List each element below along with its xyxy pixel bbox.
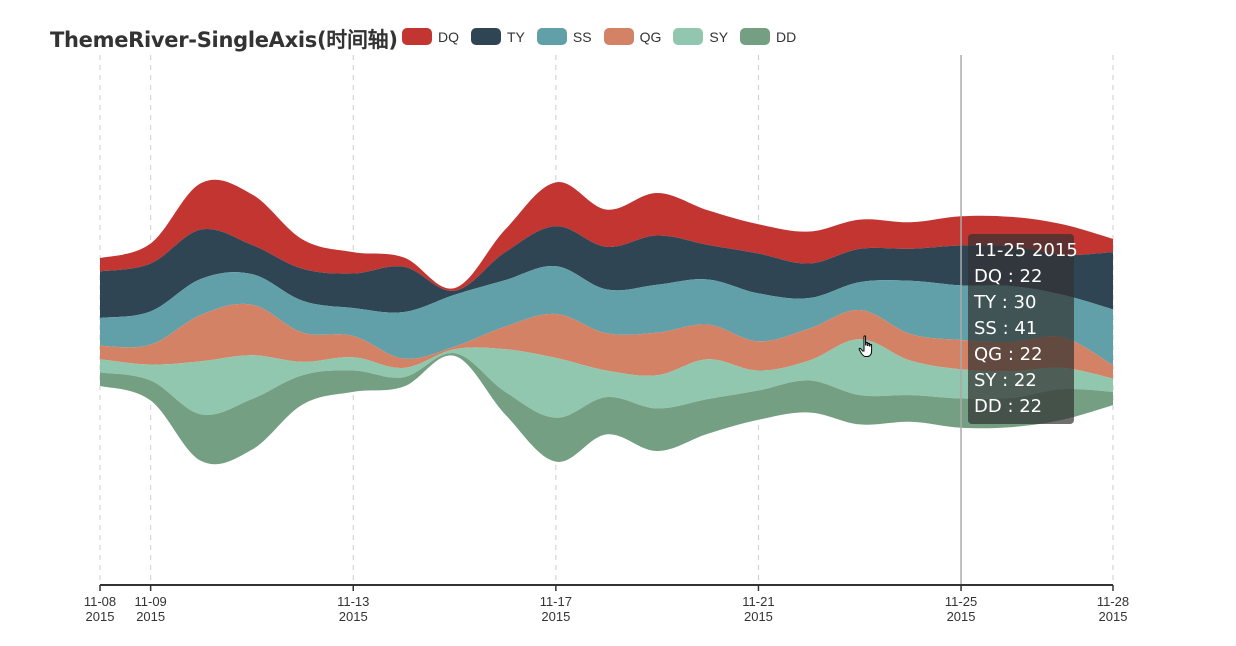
legend-item-sy[interactable]: SY xyxy=(673,28,728,45)
x-tick-label-11-28: 11-28 xyxy=(1097,594,1129,609)
x-tick-year-11-17: 2015 xyxy=(541,609,570,624)
legend-swatch xyxy=(673,28,704,45)
legend-label: SY xyxy=(709,28,729,45)
legend: DQ TY SS QG SY DD xyxy=(402,28,808,45)
stream-ty xyxy=(100,226,1113,319)
x-tick-label-11-21: 11-21 xyxy=(742,594,774,609)
x-tick-label-11-09: 11-09 xyxy=(135,594,167,609)
chart-title: ThemeRiver-SingleAxis(时间轴) xyxy=(50,28,398,52)
stream-dd xyxy=(100,353,1113,465)
hand-pointer-icon xyxy=(858,335,873,357)
tooltip: 11-25 2015 DQ : 22 TY : 30 SS : 41 QG : … xyxy=(968,234,1078,424)
x-tick-year-11-09: 2015 xyxy=(136,609,165,624)
tooltip-row-dd: DD : 22 xyxy=(974,396,1043,417)
tooltip-row-dq: DQ : 22 xyxy=(974,266,1043,287)
legend-swatch xyxy=(740,28,771,45)
legend-item-dd[interactable]: DD xyxy=(740,28,796,45)
legend-label: QG xyxy=(639,28,662,45)
legend-item-ss[interactable]: SS xyxy=(536,28,592,45)
legend-item-qg[interactable]: QG xyxy=(603,28,662,45)
stream-qg xyxy=(100,303,1113,379)
x-tick-label-11-13: 11-13 xyxy=(337,594,369,609)
tooltip-row-qg: QG : 22 xyxy=(974,344,1043,365)
x-tick-year-11-08: 2015 xyxy=(86,609,115,624)
legend-item-ty[interactable]: TY xyxy=(471,28,525,45)
x-tick-year-11-21: 2015 xyxy=(744,609,773,624)
x-tick-label-11-25: 11-25 xyxy=(945,594,977,609)
tooltip-row-sy: SY : 22 xyxy=(974,370,1037,391)
stream-dq xyxy=(100,179,1113,291)
x-tick-year-11-28: 2015 xyxy=(1099,609,1128,624)
legend-label: DQ xyxy=(438,28,459,45)
stream-sy xyxy=(100,339,1113,418)
legend-swatch xyxy=(536,28,567,45)
legend-swatch xyxy=(402,28,432,45)
legend-label: DD xyxy=(776,28,797,45)
legend-item-dq[interactable]: DQ xyxy=(402,28,459,45)
stream-ss xyxy=(100,265,1113,366)
x-tick-year-11-13: 2015 xyxy=(339,609,368,624)
tooltip-row-ty: TY : 30 xyxy=(974,292,1037,313)
legend-swatch xyxy=(471,28,501,45)
legend-label: SS xyxy=(572,28,592,45)
tooltip-header: 11-25 2015 xyxy=(974,240,1078,261)
x-tick-label-11-17: 11-17 xyxy=(540,594,572,609)
legend-label: TY xyxy=(507,28,525,45)
legend-swatch xyxy=(603,28,634,45)
x-tick-year-11-25: 2015 xyxy=(947,609,976,624)
tooltip-row-ss: SS : 41 xyxy=(974,318,1038,339)
x-tick-label-11-08: 11-08 xyxy=(84,594,116,609)
